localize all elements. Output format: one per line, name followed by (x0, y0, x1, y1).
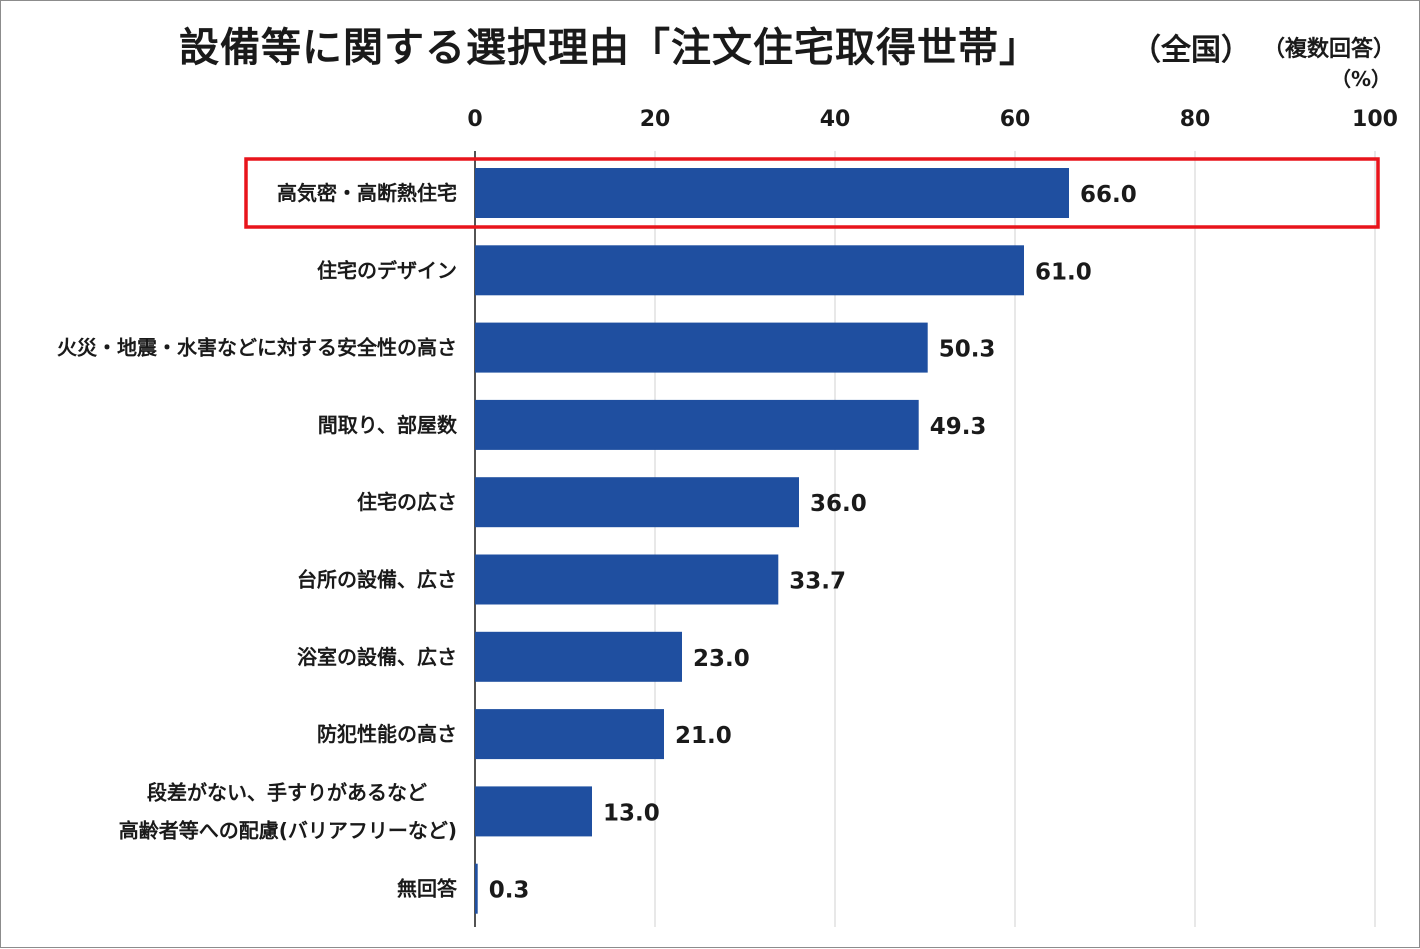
value-label-1: 61.0 (1035, 259, 1092, 285)
bar-0 (475, 168, 1069, 218)
x-tick-label-20: 20 (640, 107, 671, 132)
bar-8 (475, 786, 592, 837)
value-label-7: 21.0 (675, 723, 732, 749)
bar-2 (475, 322, 928, 373)
category-label-8: 段差がない、手すりがあるなど高齢者等への配慮(バリアフリーなど) (119, 780, 457, 842)
bar-1 (475, 245, 1024, 296)
category-label-3: 間取り、部屋数 (318, 413, 458, 437)
category-label-line: 段差がない、手すりがあるなど (147, 780, 427, 804)
chart-title: 設備等に関する選択理由「注文住宅取得世帯」 (179, 25, 1040, 71)
x-tick-label-0: 0 (467, 107, 482, 132)
bar-7 (475, 709, 664, 760)
value-label-2: 50.3 (939, 337, 996, 363)
value-label-8: 13.0 (603, 800, 660, 826)
bar-5 (475, 554, 779, 605)
bar-9 (475, 863, 478, 914)
x-tick-label-60: 60 (1000, 107, 1031, 132)
highlight-box (244, 157, 1380, 229)
bar-4 (475, 477, 799, 528)
category-label-line: 高齢者等への配慮(バリアフリーなど) (119, 818, 457, 842)
value-label-6: 23.0 (693, 646, 750, 672)
value-label-0: 66.0 (1080, 182, 1137, 208)
unit-label: （%） (1330, 67, 1391, 91)
category-label-0: 高気密・高断熱住宅 (277, 181, 457, 205)
x-tick-label-40: 40 (820, 107, 851, 132)
multiple-answer-note: （複数回答） (1262, 37, 1395, 62)
category-label-1: 住宅のデザイン (317, 258, 457, 282)
value-label-9: 0.3 (489, 878, 530, 904)
category-label-4: 住宅の広さ (357, 490, 457, 514)
bar-6 (475, 631, 682, 682)
x-tick-label-80: 80 (1180, 107, 1211, 132)
value-label-3: 49.3 (930, 414, 987, 440)
category-label-6: 浴室の設備、広さ (297, 645, 457, 669)
category-label-9: 無回答 (397, 877, 458, 901)
bar-3 (475, 399, 919, 450)
category-label-7: 防犯性能の高さ (317, 722, 457, 746)
x-tick-label-100: 100 (1352, 107, 1398, 132)
category-label-2: 火災・地震・水害などに対する安全性の高さ (57, 336, 457, 360)
category-label-5: 台所の設備、広さ (297, 568, 457, 592)
chart-title-suffix: （全国） (1131, 33, 1251, 68)
value-label-5: 33.7 (789, 569, 846, 595)
value-label-4: 36.0 (810, 491, 867, 517)
